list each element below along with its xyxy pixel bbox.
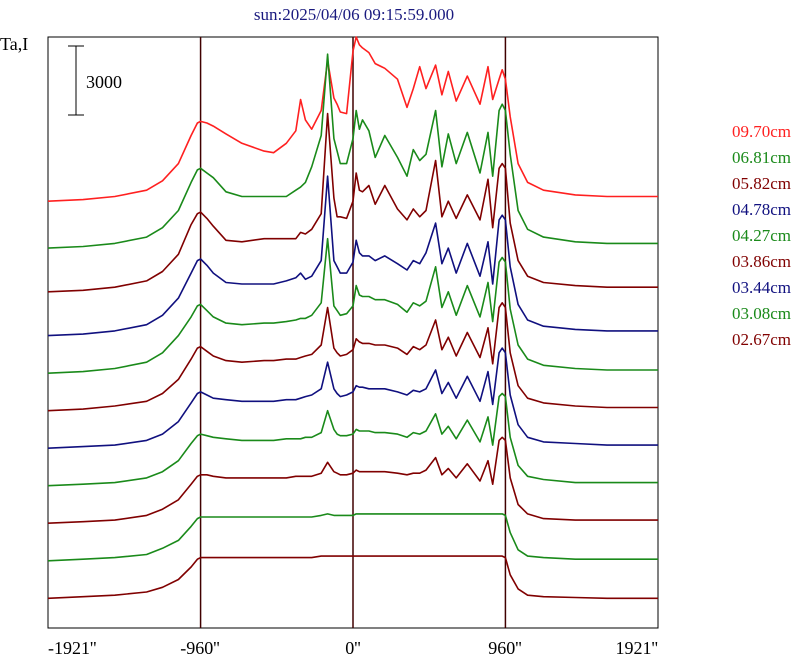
vertical-reference-lines — [199, 37, 507, 628]
legend-entry: 03.44cm — [732, 278, 791, 297]
legend-entry: 03.86cm — [732, 252, 791, 271]
x-tick-label: 1921'' — [616, 638, 659, 658]
legend-entry: 02.67cm — [732, 330, 791, 349]
series-line — [47, 347, 658, 449]
x-tick-label: 960'' — [488, 638, 522, 658]
series-line — [47, 53, 658, 249]
series-line — [47, 112, 658, 293]
series-line — [47, 392, 658, 487]
series-line — [47, 175, 658, 337]
series-line — [47, 36, 658, 202]
series-line — [47, 436, 658, 524]
y-axis-label: Ta,I — [0, 34, 28, 54]
scale-bar-label: 3000 — [86, 72, 122, 92]
legend-entry: 05.82cm — [732, 174, 791, 193]
scale-bar: 3000 — [68, 45, 122, 116]
series-line — [47, 513, 658, 562]
legend-entry: 06.81cm — [732, 148, 791, 167]
legend-entry: 09.70cm — [732, 122, 791, 141]
x-tick-label: 0'' — [345, 638, 361, 658]
series-line — [47, 237, 658, 374]
legend-entry: 03.08cm — [732, 304, 791, 323]
series-lines — [47, 36, 658, 600]
legend-entry: 04.27cm — [732, 226, 791, 245]
x-tick-label: -1921'' — [48, 638, 96, 658]
x-tick-labels: -1921'' -960'' 0'' 960'' 1921'' — [48, 638, 658, 658]
series-line — [47, 555, 658, 600]
x-tick-label: -960'' — [180, 638, 219, 658]
legend-entry: 04.78cm — [732, 200, 791, 219]
chart-title: sun:2025/04/06 09:15:59.000 — [254, 5, 454, 24]
legend: 09.70cm 06.81cm 05.82cm 04.78cm 04.27cm 03.86… — [732, 122, 791, 349]
series-line — [47, 301, 658, 412]
